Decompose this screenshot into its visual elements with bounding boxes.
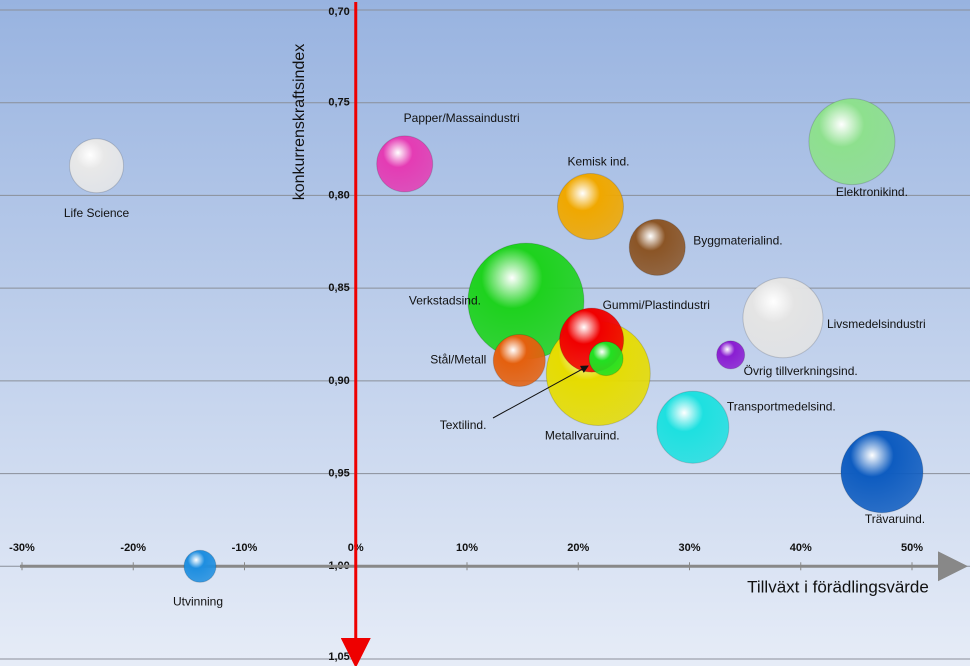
y-tick-label: 0,85 xyxy=(328,282,349,294)
bubble-label: Gummi/Plastindustri xyxy=(603,298,710,312)
y-tick-label: 0,90 xyxy=(328,375,349,387)
bubble xyxy=(716,340,746,370)
bubble xyxy=(183,549,217,583)
bubble xyxy=(656,390,730,464)
y-axis-title: konkurrenskraftsindex xyxy=(291,44,308,201)
bubble xyxy=(808,98,896,186)
y-tick-label: 0,75 xyxy=(328,97,349,109)
bubble-label: Trävaruind. xyxy=(865,512,925,526)
y-tick-label: 0,70 xyxy=(328,6,349,18)
bubble-label: Papper/Massaindustri xyxy=(404,111,520,125)
bubble xyxy=(588,341,624,377)
y-tick-label: 0,80 xyxy=(328,189,349,201)
bubble-label: Kemisk ind. xyxy=(567,155,629,169)
x-tick-label: -20% xyxy=(120,542,146,554)
x-tick-label: -30% xyxy=(9,542,35,554)
x-axis-title: Tillväxt i förädlingsvärde xyxy=(747,577,929,596)
y-tick-label: 1,05 xyxy=(328,651,349,663)
x-tick-label: 20% xyxy=(567,542,589,554)
x-tick-label: 40% xyxy=(790,542,812,554)
y-tick-label: 0,95 xyxy=(328,467,349,479)
bubble-label: Utvinning xyxy=(173,594,223,608)
annotation-arrow xyxy=(492,365,589,419)
bubble xyxy=(376,135,434,193)
bubble-label: Elektronikind. xyxy=(836,185,908,199)
bubble-label: Metallvaruind. xyxy=(545,429,620,443)
bubble-label: Verkstadsind. xyxy=(409,293,481,307)
bubble-label: Livsmedelsindustri xyxy=(827,317,926,331)
bubble xyxy=(742,277,824,359)
bubble-label: Stål/Metall xyxy=(430,353,486,367)
bubble-label: Övrig tillverkningsind. xyxy=(744,364,858,378)
bubble xyxy=(840,430,924,514)
x-tick-label: 50% xyxy=(901,542,923,554)
bubble xyxy=(69,138,125,194)
bubble-label: Transportmedelsind. xyxy=(727,399,836,413)
bubble-label: Life Science xyxy=(64,206,130,220)
bubble xyxy=(492,333,546,387)
x-tick-label: 10% xyxy=(456,542,478,554)
bubble xyxy=(556,173,624,241)
bubble xyxy=(628,218,686,276)
x-tick-label: -10% xyxy=(232,542,258,554)
bubble-label: Byggmaterialind. xyxy=(693,234,782,248)
x-tick-label: 30% xyxy=(678,542,700,554)
bubble-label: Textilind. xyxy=(440,418,487,432)
